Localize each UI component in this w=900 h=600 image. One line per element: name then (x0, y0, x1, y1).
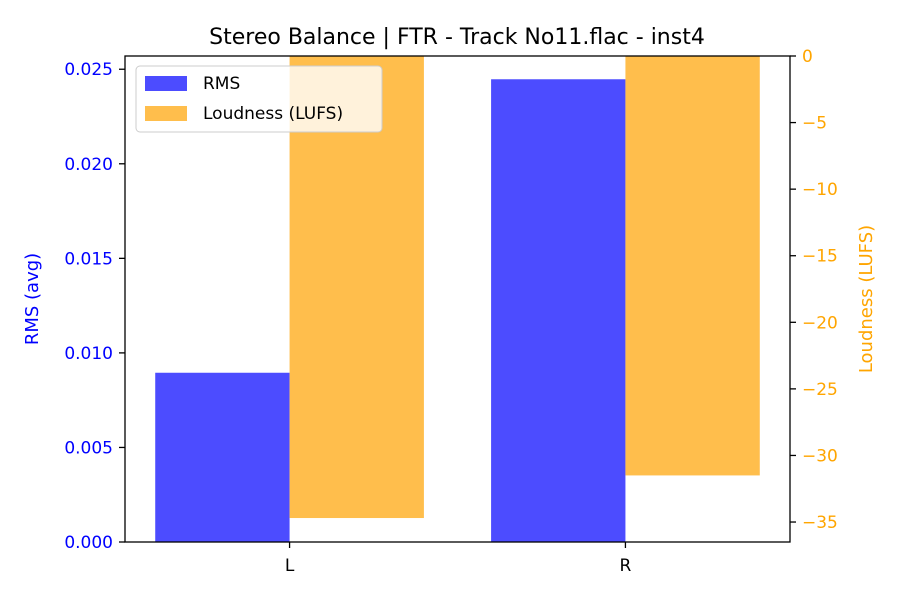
right-tick-label: −35 (802, 513, 838, 533)
right-tick-label: −25 (802, 380, 838, 400)
right-tick-label: −20 (802, 313, 838, 333)
legend-swatch (145, 76, 187, 91)
legend-label: RMS (203, 74, 240, 94)
bar-loudness-r (625, 56, 760, 476)
bar-rms-l (155, 372, 290, 542)
right-tick-label: 0 (802, 47, 813, 67)
plot-frame (124, 55, 791, 543)
chart-title: Stereo Balance | FTR - Track No11.flac -… (209, 25, 705, 50)
left-axis: 0.000 0.005 0.010 0.015 0.020 0.025 (64, 60, 125, 553)
legend-box (135, 65, 383, 133)
right-axis: 0 −5 −10 −15 −20 −25 −30 −35 (790, 47, 838, 533)
right-tick-label: −30 (802, 446, 838, 466)
legend-label: Loudness (LUFS) (203, 104, 343, 124)
right-tick-label: −10 (802, 180, 838, 200)
left-tick-label: 0.000 (64, 533, 113, 553)
left-tick-label: 0.015 (64, 249, 113, 269)
x-tick-label: R (620, 556, 632, 576)
right-tick-label: −15 (802, 247, 838, 267)
x-tick-label: L (285, 556, 295, 576)
right-tick-label: −5 (802, 114, 827, 134)
bars-layer (155, 56, 760, 543)
bar-loudness-l (289, 56, 424, 519)
bar-rms-r (491, 79, 626, 543)
right-axis-label: Loudness (LUFS) (856, 225, 877, 373)
left-tick-label: 0.010 (64, 344, 113, 364)
legend-swatch (145, 106, 187, 121)
left-tick-label: 0.025 (64, 60, 113, 80)
left-tick-label: 0.005 (64, 438, 113, 458)
legend: RMS Loudness (LUFS) (135, 65, 383, 133)
left-axis-label: RMS (avg) (22, 253, 43, 345)
left-tick-label: 0.020 (64, 155, 113, 175)
